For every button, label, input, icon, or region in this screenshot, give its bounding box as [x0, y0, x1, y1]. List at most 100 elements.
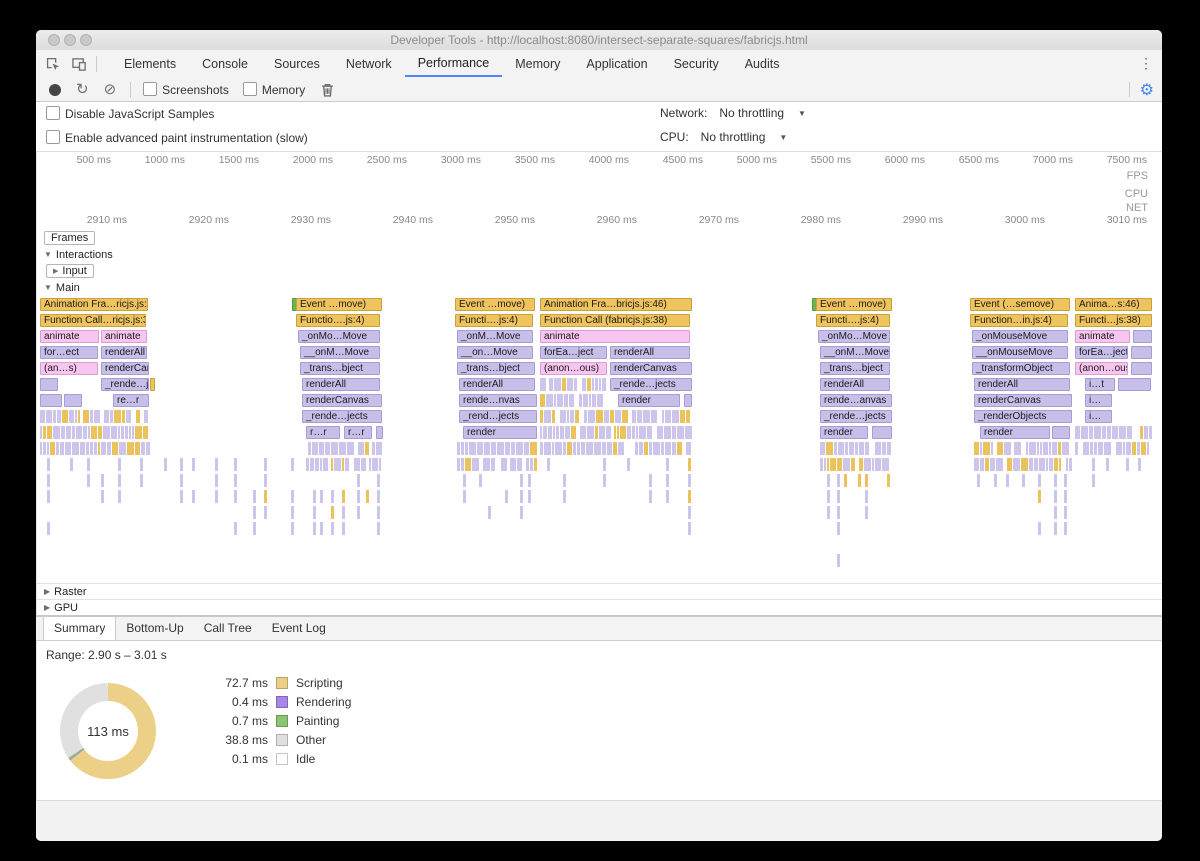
- flame-mini-bar[interactable]: [143, 426, 148, 439]
- flame-mini-bar[interactable]: [1004, 442, 1011, 455]
- flame-mini-bar[interactable]: [517, 458, 522, 471]
- flame-mini-bar[interactable]: [43, 442, 46, 455]
- flame-mini-bar[interactable]: [347, 442, 354, 455]
- paint-instrumentation-checkbox[interactable]: Enable advanced paint instrumentation (s…: [36, 130, 308, 145]
- flame-deep-bar[interactable]: [1063, 490, 1067, 503]
- flame-mini-bar[interactable]: [1039, 458, 1045, 471]
- flame-mini-bar[interactable]: [136, 410, 140, 423]
- flame-bar--onmo-move[interactable]: _onMo…Move: [818, 330, 890, 343]
- flame-bar--rende-jects[interactable]: _rende…jects: [820, 410, 892, 423]
- flame-deep-bar[interactable]: [376, 506, 380, 519]
- flame-deep-bar[interactable]: [46, 490, 50, 503]
- flame-deep-bar[interactable]: [563, 490, 567, 503]
- flame-deep-bar[interactable]: [462, 490, 466, 503]
- record-button[interactable]: [49, 83, 61, 96]
- flame-bar-functio-js-4-[interactable]: Functio….js:4): [296, 314, 380, 327]
- flame-mini-bar[interactable]: [1029, 458, 1033, 471]
- flame-deep-bar[interactable]: [1091, 474, 1095, 487]
- flame-mini-bar[interactable]: [1123, 442, 1125, 455]
- flame-mini-bar[interactable]: [524, 442, 529, 455]
- flame-mini-bar[interactable]: [376, 442, 382, 455]
- flame-mini-bar[interactable]: [75, 410, 77, 423]
- flame-mini-bar[interactable]: [126, 410, 131, 423]
- flame-bar-renderall[interactable]: renderAll: [302, 378, 380, 391]
- flame-mini-bar[interactable]: [544, 410, 551, 423]
- tab-elements[interactable]: Elements: [124, 57, 177, 71]
- flame-mini-bar[interactable]: [665, 442, 671, 455]
- flame-mini-bar[interactable]: [135, 442, 140, 455]
- flame-bar-functi-js-4-[interactable]: Functi….js:4): [816, 314, 890, 327]
- flame-bar[interactable]: [684, 394, 692, 407]
- reload-and-profile-icon[interactable]: ↻: [76, 80, 89, 98]
- flame-deep-bar[interactable]: [519, 506, 523, 519]
- flame-mini-bar[interactable]: [677, 442, 682, 455]
- flame-mini-bar[interactable]: [112, 442, 118, 455]
- flame-mini-bar[interactable]: [610, 410, 614, 423]
- flame-mini-bar[interactable]: [632, 410, 636, 423]
- flame-mini-bar[interactable]: [62, 410, 68, 423]
- flame-mini-bar[interactable]: [664, 426, 671, 439]
- flame-bar-functi-js-4-[interactable]: Functi….js:4): [455, 314, 533, 327]
- flame-mini-bar[interactable]: [477, 442, 483, 455]
- flame-mini-bar[interactable]: [865, 442, 869, 455]
- flame-deep-bar[interactable]: [100, 490, 104, 503]
- flame-mini-bar[interactable]: [323, 458, 328, 471]
- flame-bar-renderall[interactable]: renderAll: [101, 346, 147, 359]
- flame-bar--rende-jects[interactable]: _rende…jects: [302, 410, 382, 423]
- flame-mini-bar[interactable]: [564, 394, 568, 407]
- flame-mini-bar[interactable]: [98, 442, 100, 455]
- flame-deep-bar[interactable]: [290, 458, 294, 471]
- flame-deep-bar[interactable]: [1054, 522, 1058, 535]
- flame-mini-bar[interactable]: [98, 426, 102, 439]
- flame-mini-bar[interactable]: [1046, 458, 1048, 471]
- flame-mini-bar[interactable]: [1059, 458, 1061, 471]
- flame-mini-bar[interactable]: [94, 442, 97, 455]
- flame-deep-bar[interactable]: [1022, 474, 1026, 487]
- flame-deep-bar[interactable]: [603, 458, 607, 471]
- flame-deep-bar[interactable]: [1054, 474, 1058, 487]
- flame-mini-bar[interactable]: [546, 394, 553, 407]
- flame-deep-bar[interactable]: [836, 474, 840, 487]
- flame-mini-bar[interactable]: [582, 378, 586, 391]
- flame-mini-bar[interactable]: [672, 426, 676, 439]
- flame-mini-bar[interactable]: [331, 458, 333, 471]
- flame-mini-bar[interactable]: [40, 410, 45, 423]
- flame-mini-bar[interactable]: [1058, 442, 1061, 455]
- flame-mini-bar[interactable]: [121, 426, 124, 439]
- flame-mini-bar[interactable]: [622, 410, 628, 423]
- flame-mini-bar[interactable]: [830, 458, 836, 471]
- flame-deep-bar[interactable]: [504, 490, 508, 503]
- more-options-icon[interactable]: ⋮: [1139, 55, 1153, 71]
- flame-mini-bar[interactable]: [1034, 458, 1038, 471]
- flame-mini-bar[interactable]: [86, 442, 89, 455]
- flame-mini-bar[interactable]: [604, 410, 609, 423]
- flame-deep-bar[interactable]: [215, 458, 219, 471]
- flame-deep-bar[interactable]: [320, 490, 324, 503]
- flame-mini-bar[interactable]: [657, 426, 663, 439]
- details-tab-call-tree[interactable]: Call Tree: [203, 621, 252, 635]
- flame-mini-bar[interactable]: [562, 378, 566, 391]
- flame-mini-bar[interactable]: [1081, 426, 1088, 439]
- flame-mini-bar[interactable]: [540, 426, 542, 439]
- flame-mini-bar[interactable]: [872, 458, 874, 471]
- flame-bar--onmousemove[interactable]: _onMouseMove: [972, 330, 1068, 343]
- flame-mini-bar[interactable]: [1140, 426, 1143, 439]
- close-window-button[interactable]: [48, 34, 60, 46]
- flame-mini-bar[interactable]: [103, 426, 110, 439]
- flame-mini-bar[interactable]: [1014, 442, 1021, 455]
- flame-deep-bar[interactable]: [864, 490, 868, 503]
- flame-mini-bar[interactable]: [1089, 426, 1093, 439]
- flame-deep-bar[interactable]: [331, 522, 335, 535]
- flame-mini-bar[interactable]: [845, 442, 848, 455]
- tab-audits[interactable]: Audits: [744, 57, 780, 71]
- flame-mini-bar[interactable]: [1137, 442, 1140, 455]
- flame-mini-bar[interactable]: [119, 442, 126, 455]
- minimize-window-button[interactable]: [64, 34, 76, 46]
- flame-mini-bar[interactable]: [465, 442, 468, 455]
- flame-bar--trans-bject[interactable]: _trans…bject: [820, 362, 890, 375]
- flame-bar--anon-ous-[interactable]: (anon…ous): [540, 362, 607, 375]
- flame-deep-bar[interactable]: [1054, 490, 1058, 503]
- flame-bar-animate[interactable]: animate: [40, 330, 99, 343]
- flame-mini-bar[interactable]: [1075, 442, 1078, 455]
- flame-mini-bar[interactable]: [571, 426, 576, 439]
